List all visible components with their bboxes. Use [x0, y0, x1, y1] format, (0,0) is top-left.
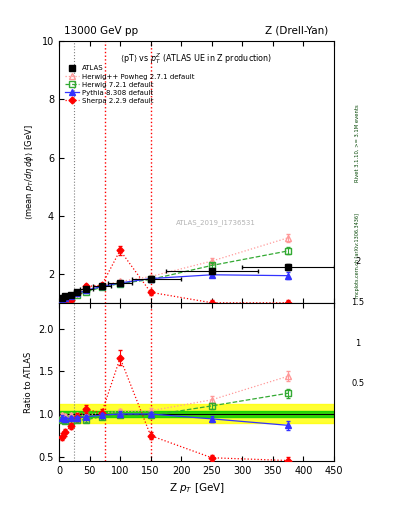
Text: 13000 GeV pp: 13000 GeV pp [64, 26, 139, 36]
Y-axis label: $\langle$mean $p_T/d\eta\,d\phi\rangle$ [GeV]: $\langle$mean $p_T/d\eta\,d\phi\rangle$ … [23, 124, 36, 220]
Text: 2: 2 [355, 257, 360, 266]
Y-axis label: Ratio to ATLAS: Ratio to ATLAS [24, 351, 33, 413]
Text: mcplots.cern.ch [arXiv:1306.3436]: mcplots.cern.ch [arXiv:1306.3436] [355, 214, 360, 298]
X-axis label: Z $p_T$ [GeV]: Z $p_T$ [GeV] [169, 481, 224, 495]
Bar [59, 404, 334, 422]
Text: 1: 1 [355, 338, 360, 348]
Text: Z (Drell-Yan): Z (Drell-Yan) [265, 26, 329, 36]
Text: Rivet 3.1.10, >= 3.1M events: Rivet 3.1.10, >= 3.1M events [355, 104, 360, 182]
Legend: ATLAS, Herwig++ Powheg 2.7.1 default, Herwig 7.2.1 default, Pythia 8.308 default: ATLAS, Herwig++ Powheg 2.7.1 default, He… [65, 66, 195, 104]
Text: 0.5: 0.5 [351, 379, 364, 389]
Text: $\langle$pT$\rangle$ vs $p_T^Z$ (ATLAS UE in Z production): $\langle$pT$\rangle$ vs $p_T^Z$ (ATLAS U… [120, 52, 273, 67]
Bar [59, 412, 334, 417]
Text: 1.5: 1.5 [351, 297, 364, 307]
Text: ATLAS_2019_I1736531: ATLAS_2019_I1736531 [176, 219, 256, 226]
